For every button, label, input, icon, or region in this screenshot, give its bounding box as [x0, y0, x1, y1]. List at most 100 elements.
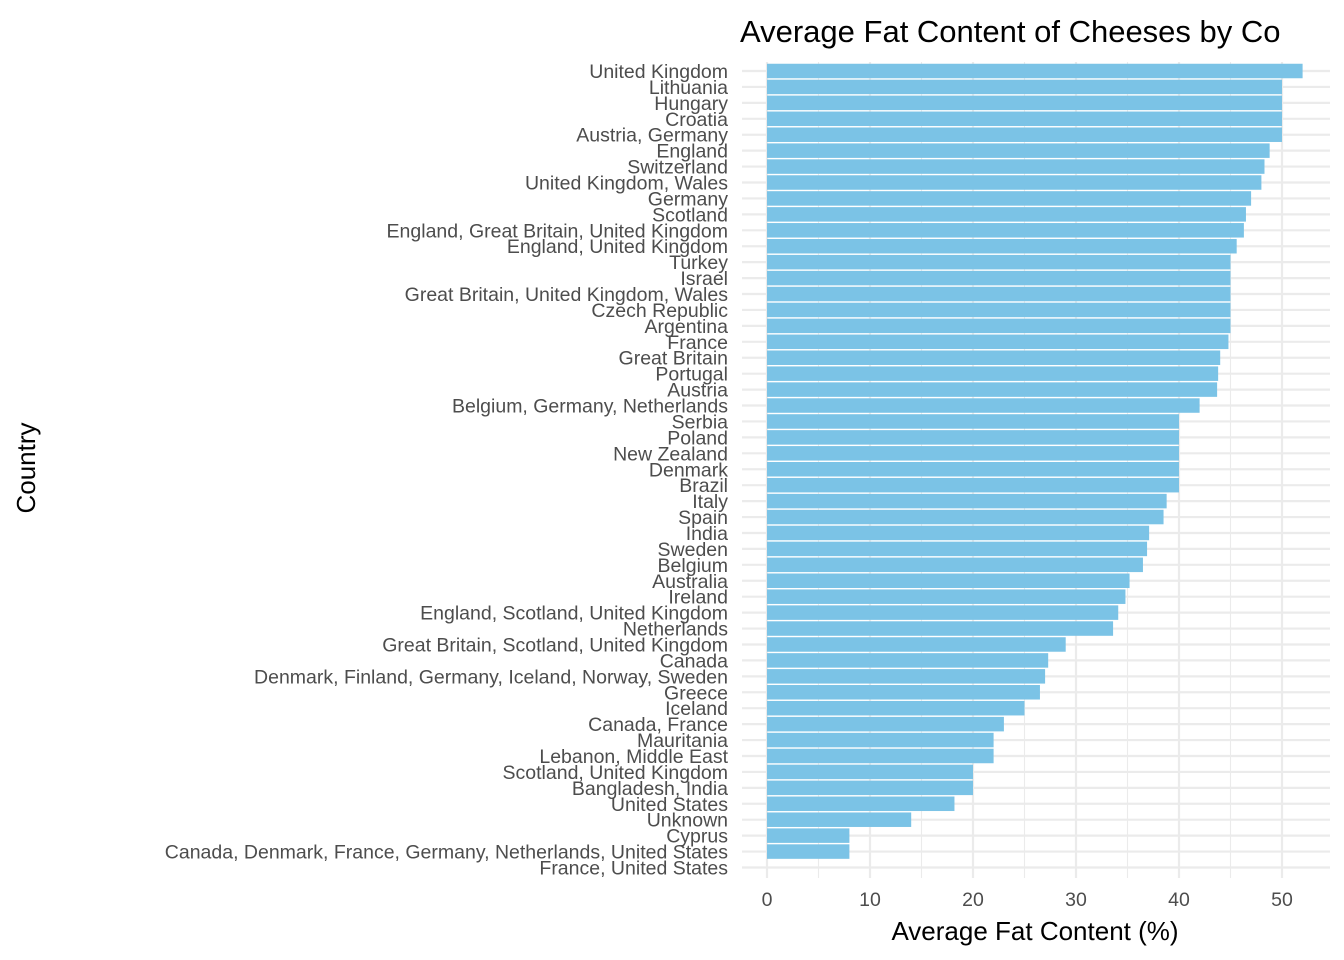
bar — [767, 63, 1303, 79]
x-tick-label: 20 — [962, 889, 984, 911]
bar — [767, 366, 1219, 381]
y-tick-label: Australia — [652, 571, 728, 593]
bar — [767, 223, 1244, 238]
bar — [767, 573, 1130, 589]
bar — [767, 685, 1040, 700]
y-tick-label: Canada, Denmark, France, Germany, Nether… — [165, 842, 728, 864]
y-tick-label: Great Britain, United Kingdom, Wales — [405, 284, 729, 306]
y-tick-label: Hungary — [654, 93, 728, 115]
bar — [767, 605, 1119, 620]
bar — [767, 748, 994, 764]
bar — [767, 446, 1179, 461]
bar — [767, 398, 1200, 413]
bar — [767, 525, 1150, 541]
y-tick-label: Scotland, United Kingdom — [503, 762, 728, 784]
bar — [767, 732, 994, 748]
bar — [767, 621, 1114, 636]
x-tick-label: 50 — [1271, 889, 1293, 911]
y-tick-label: Lebanon, Middle East — [539, 746, 728, 768]
bar — [767, 334, 1229, 350]
bar — [767, 238, 1237, 254]
y-tick-label: Serbia — [672, 411, 729, 433]
bar — [767, 509, 1164, 525]
bar — [767, 207, 1246, 222]
y-tick-label: England, United Kingdom — [507, 236, 728, 258]
bar — [767, 796, 955, 812]
y-tick-label: Denmark, Finland, Germany, Iceland, Norw… — [254, 666, 728, 688]
y-tick-label: Bangladesh, India — [572, 778, 728, 800]
y-tick-label: England, Great Britain, United Kingdom — [387, 220, 728, 242]
y-tick-label: Germany — [648, 188, 728, 210]
y-tick-label: India — [686, 523, 728, 545]
y-tick-label: Italy — [692, 491, 728, 513]
bar — [767, 716, 1004, 732]
x-tick-labels: 0 10 20 30 40 50 — [762, 889, 1293, 911]
bar — [767, 382, 1218, 397]
y-tick-label: United Kingdom, Wales — [525, 173, 728, 195]
x-tick-label: 10 — [859, 889, 881, 911]
y-tick-label: Spain — [678, 507, 728, 529]
x-tick-label: 30 — [1065, 889, 1087, 911]
y-tick-label: Sweden — [658, 539, 728, 561]
bar — [767, 541, 1148, 557]
y-tick-label: Netherlands — [623, 619, 728, 641]
bar — [767, 462, 1179, 477]
chart-title: Average Fat Content of Cheeses by Co — [740, 14, 1281, 49]
bar — [767, 637, 1066, 652]
bar — [767, 557, 1143, 573]
y-tick-label: Mauritania — [637, 730, 728, 752]
y-tick-label: Scotland — [652, 204, 728, 226]
bar — [767, 318, 1231, 334]
bar — [767, 159, 1265, 174]
bar — [767, 350, 1221, 365]
bars — [767, 63, 1303, 859]
y-tick-label: United States — [611, 794, 728, 816]
bar — [767, 669, 1046, 684]
bar — [767, 780, 973, 796]
bar — [767, 477, 1179, 493]
y-tick-label: Canada — [660, 650, 728, 672]
y-tick-label: Belgium — [658, 555, 728, 577]
bar — [767, 414, 1179, 429]
y-tick-label: Brazil — [679, 475, 728, 497]
y-tick-label: New Zealand — [613, 443, 728, 465]
y-tick-label: Turkey — [669, 252, 728, 274]
x-tick-label: 0 — [762, 889, 773, 911]
bar — [767, 270, 1231, 286]
bar — [767, 127, 1282, 142]
bar — [767, 493, 1167, 509]
bar — [767, 286, 1231, 302]
bar — [767, 143, 1270, 158]
y-tick-label: Canada, France — [588, 714, 728, 736]
bar — [767, 700, 1025, 716]
bar — [767, 764, 973, 780]
bar — [767, 653, 1049, 668]
y-tick-label: Czech Republic — [591, 300, 728, 322]
y-tick-label: Israel — [680, 268, 728, 290]
y-tick-labels: United KingdomLithuaniaHungaryCroatiaAus… — [165, 61, 729, 880]
y-tick-label: Iceland — [665, 698, 728, 720]
y-tick-label: Portugal — [655, 364, 728, 386]
y-tick-label: England, Scotland, United Kingdom — [420, 603, 728, 625]
bar — [767, 79, 1282, 95]
y-tick-label: Denmark — [649, 459, 728, 481]
y-tick-label: Belgium, Germany, Netherlands — [452, 396, 728, 418]
y-tick-label: United Kingdom — [589, 61, 728, 83]
x-tick-label: 40 — [1168, 889, 1190, 911]
bar — [767, 812, 912, 827]
y-tick-label: France, United States — [539, 858, 728, 880]
y-tick-label: Lithuania — [649, 77, 728, 99]
bar — [767, 302, 1231, 318]
y-tick-label: Austria, Germany — [576, 125, 728, 147]
y-tick-label: Croatia — [665, 109, 728, 131]
y-tick-label: Argentina — [645, 316, 729, 338]
y-tick-label: Switzerland — [627, 157, 728, 179]
y-tick-label: Greece — [664, 682, 728, 704]
x-axis-title: Average Fat Content (%) — [891, 916, 1178, 946]
bar — [767, 111, 1282, 127]
bar — [767, 844, 850, 859]
bar — [767, 191, 1252, 206]
y-tick-label: Poland — [667, 427, 728, 449]
bar — [767, 95, 1282, 111]
